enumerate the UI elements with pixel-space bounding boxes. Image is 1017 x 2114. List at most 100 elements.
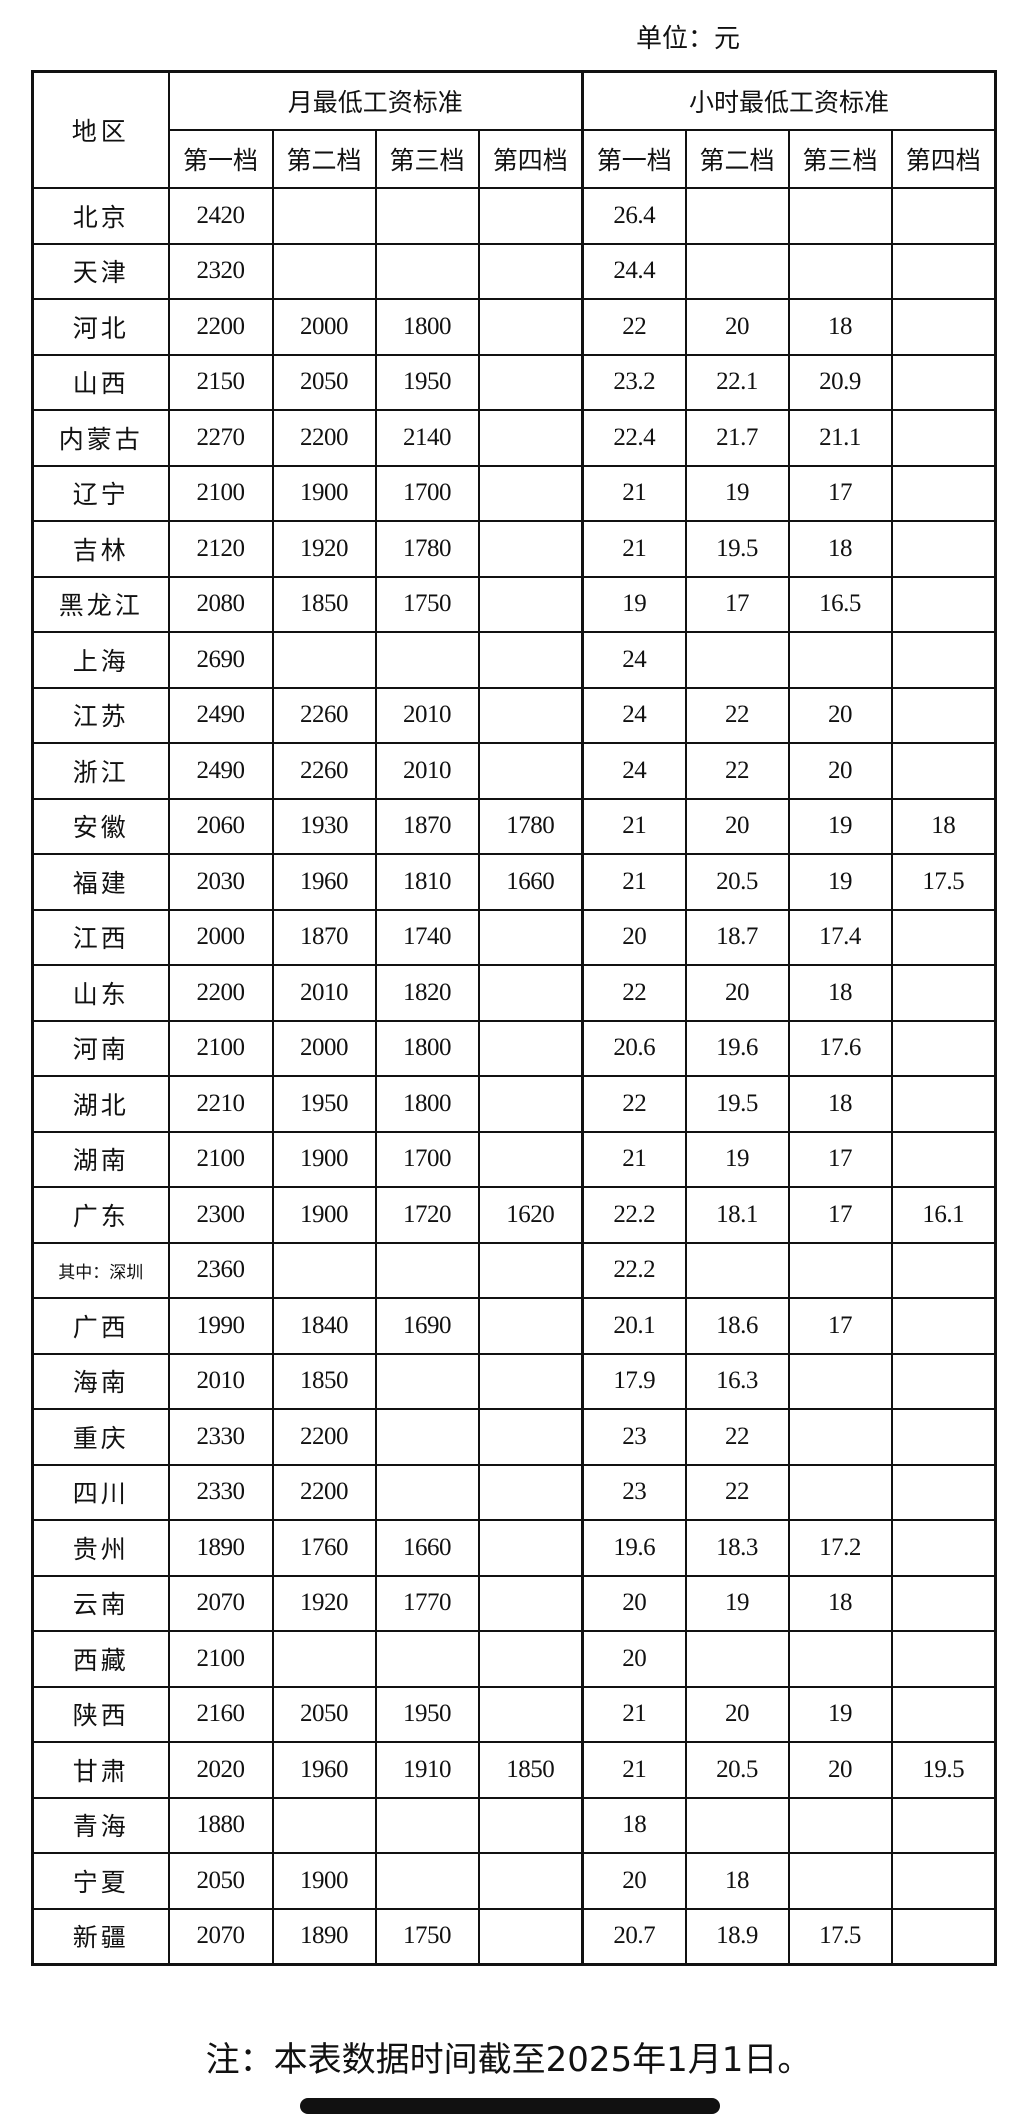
hourly-tier-2-cell: 20.5 [684,1741,790,1799]
monthly-tier-2-cell: 1900 [271,464,377,522]
hourly-tier-1-cell: 21 [581,797,687,855]
hourly-tier-2-cell: 19.5 [684,1075,790,1133]
hourly-tier-1-cell: 21 [581,1741,687,1799]
hourly-tier-4-cell [890,964,997,1022]
hourly-tier-3-cell: 20 [787,1741,893,1799]
monthly-tier-4-cell [477,575,585,633]
monthly-tier-4-cell [477,1130,585,1188]
monthly-tier-3-cell: 1740 [374,908,480,966]
home-indicator[interactable] [300,2098,720,2114]
monthly-tier-4-cell [477,1352,585,1410]
monthly-tier-3-cell: 1870 [374,797,480,855]
hourly-tier-2-cell: 22 [684,1463,790,1521]
monthly-tier-3-cell [374,1352,480,1410]
header-hourly-tier-2: 第二档 [684,129,790,189]
hourly-tier-2-cell: 20 [684,1685,790,1743]
monthly-tier-3-cell: 1800 [374,1019,480,1077]
monthly-tier-1-cell: 2490 [167,742,274,800]
hourly-tier-3-cell: 19 [787,853,893,911]
monthly-tier-4-cell [477,908,585,966]
hourly-tier-2-cell: 19 [684,1574,790,1632]
monthly-tier-1-cell: 2210 [167,1075,274,1133]
hourly-tier-4-cell: 19.5 [890,1741,997,1799]
monthly-tier-2-cell: 1950 [271,1075,377,1133]
monthly-tier-4-cell [477,1852,585,1910]
hourly-tier-1-cell: 24 [581,631,687,689]
region-cell: 山东 [31,964,170,1022]
hourly-tier-2-cell: 18.6 [684,1297,790,1355]
header-row-groups: 地区 月最低工资标准 小时最低工资标准 [31,70,997,189]
table-row: 新疆 2070 1890 1750 20.7 18.9 17.5 [31,1907,997,1966]
region-cell: 上海 [31,631,170,689]
monthly-tier-1-cell: 2060 [167,797,274,855]
monthly-tier-2-cell [271,631,377,689]
monthly-tier-1-cell: 2690 [167,631,274,689]
monthly-tier-1-cell: 2330 [167,1408,274,1466]
monthly-tier-2-cell: 1930 [271,797,377,855]
region-cell: 江西 [31,908,170,966]
monthly-tier-1-cell: 2330 [167,1463,274,1521]
table-row: 其中：深圳 2360 22.2 [31,1241,997,1299]
header-region: 地区 [31,70,170,189]
table-row: 黑龙江 2080 1850 1750 19 17 16.5 [31,575,997,633]
table-row: 内蒙古 2270 2200 2140 22.4 21.7 21.1 [31,409,997,467]
hourly-tier-1-cell: 24 [581,686,687,744]
monthly-tier-3-cell: 2010 [374,686,480,744]
monthly-tier-3-cell: 2140 [374,409,480,467]
monthly-tier-3-cell: 1770 [374,1574,480,1632]
hourly-tier-3-cell: 19 [787,1685,893,1743]
hourly-tier-2-cell [684,1796,790,1854]
hourly-tier-3-cell: 20 [787,742,893,800]
monthly-tier-3-cell: 1750 [374,575,480,633]
hourly-tier-2-cell: 22 [684,1408,790,1466]
table-row: 青海 1880 18 [31,1796,997,1854]
monthly-tier-1-cell: 2490 [167,686,274,744]
table-row: 贵州 1890 1760 1660 19.6 18.3 17.2 [31,1519,997,1577]
monthly-tier-4-cell [477,1241,585,1299]
hourly-tier-4-cell: 16.1 [890,1186,997,1244]
hourly-tier-4-cell [890,1130,997,1188]
monthly-tier-3-cell [374,631,480,689]
header-hourly-tier-3: 第三档 [787,129,893,189]
hourly-tier-1-cell: 24.4 [581,242,687,300]
monthly-tier-1-cell: 1880 [167,1796,274,1854]
monthly-tier-2-cell: 2200 [271,1408,377,1466]
hourly-tier-3-cell: 21.1 [787,409,893,467]
monthly-tier-4-cell [477,1685,585,1743]
hourly-tier-4-cell [890,1019,997,1077]
monthly-tier-4-cell [477,520,585,578]
hourly-tier-2-cell [684,631,790,689]
hourly-tier-3-cell: 17 [787,464,893,522]
monthly-tier-3-cell: 2010 [374,742,480,800]
monthly-tier-3-cell: 1810 [374,853,480,911]
region-cell: 四川 [31,1463,170,1521]
table-row: 重庆 2330 2200 23 22 [31,1408,997,1466]
region-cell: 其中：深圳 [31,1241,170,1299]
monthly-tier-2-cell: 1850 [271,575,377,633]
table-row: 吉林 2120 1920 1780 21 19.5 18 [31,520,997,578]
monthly-tier-4-cell [477,353,585,411]
monthly-tier-3-cell: 1720 [374,1186,480,1244]
hourly-tier-1-cell: 17.9 [581,1352,687,1410]
monthly-tier-1-cell: 2070 [167,1574,274,1632]
monthly-tier-3-cell [374,1241,480,1299]
hourly-tier-3-cell: 16.5 [787,575,893,633]
monthly-tier-1-cell: 2100 [167,1630,274,1688]
monthly-tier-2-cell: 1850 [271,1352,377,1410]
table-row: 湖南 2100 1900 1700 21 19 17 [31,1130,997,1188]
hourly-tier-4-cell [890,242,997,300]
monthly-tier-1-cell: 2100 [167,1130,274,1188]
monthly-tier-1-cell: 2030 [167,853,274,911]
region-cell: 福建 [31,853,170,911]
monthly-tier-1-cell: 2200 [167,298,274,356]
table-row: 云南 2070 1920 1770 20 19 18 [31,1574,997,1632]
monthly-tier-2-cell [271,1630,377,1688]
monthly-tier-2-cell: 2200 [271,1463,377,1521]
hourly-tier-2-cell: 22.1 [684,353,790,411]
hourly-tier-3-cell [787,242,893,300]
hourly-tier-2-cell: 20 [684,797,790,855]
table-row: 广东 2300 1900 1720 1620 22.2 18.1 17 16.1 [31,1186,997,1244]
hourly-tier-4-cell: 18 [890,797,997,855]
monthly-tier-4-cell [477,1574,585,1632]
monthly-tier-1-cell: 2160 [167,1685,274,1743]
